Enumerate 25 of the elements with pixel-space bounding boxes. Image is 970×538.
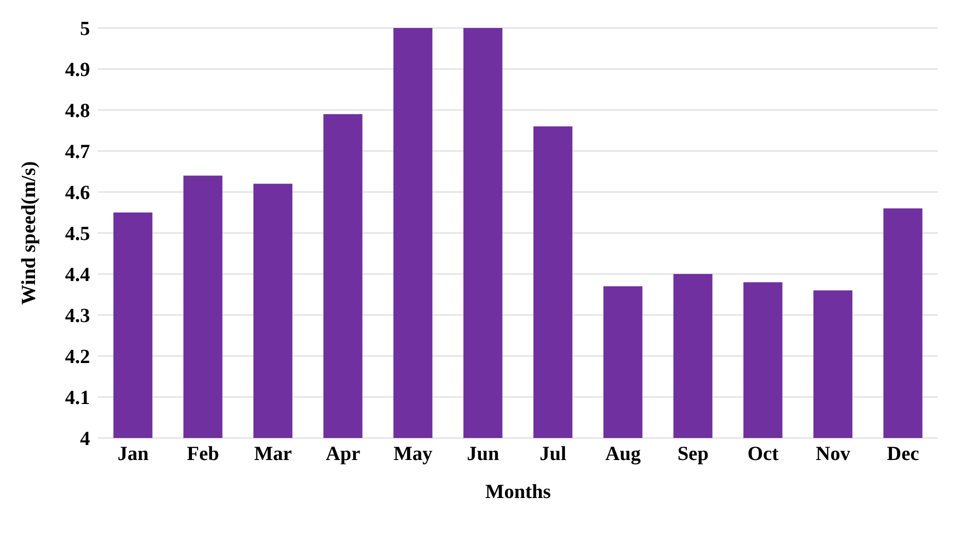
x-tick-label: Jan xyxy=(117,443,149,466)
x-axis-title: Months xyxy=(485,481,551,503)
x-tick-label: Oct xyxy=(747,443,779,466)
x-tick-label: Jul xyxy=(540,443,567,466)
x-tick-label: Dec xyxy=(886,443,920,466)
y-tick-label: 4.3 xyxy=(65,305,90,328)
y-tick-label: 4.1 xyxy=(65,387,90,410)
x-tick-label: Apr xyxy=(326,443,360,466)
x-tick-label: Feb xyxy=(186,443,220,466)
y-axis-title: Wind speed(m/s) xyxy=(18,161,40,305)
x-tick-label: Sep xyxy=(677,443,709,466)
y-tick-label: 4.4 xyxy=(65,264,90,286)
x-tick-label: Jun xyxy=(466,443,500,466)
x-tick-label: May xyxy=(394,443,432,466)
y-tick-label: 4.2 xyxy=(65,346,90,368)
y-tick-label: 4.5 xyxy=(65,223,90,246)
x-tick-label: Nov xyxy=(816,443,850,466)
x-tick-label: Mar xyxy=(254,443,292,466)
y-tick-label: 4.9 xyxy=(65,59,90,82)
y-tick-label: 4.6 xyxy=(65,182,90,204)
y-tick-label: 4.8 xyxy=(65,100,90,122)
x-tick-label: Aug xyxy=(605,443,641,466)
y-tick-label: 4.7 xyxy=(65,141,90,164)
y-tick-label: 5 xyxy=(80,18,90,40)
y-tick-label: 4 xyxy=(80,428,90,450)
